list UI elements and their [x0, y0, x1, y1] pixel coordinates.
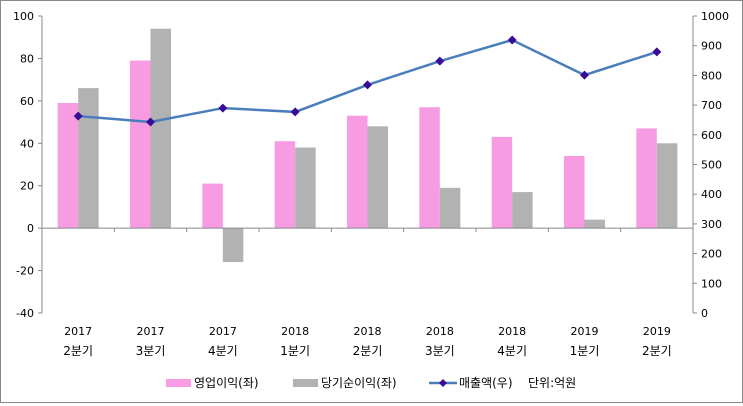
legend-label-net-profit: 당기순이익(좌)	[321, 376, 397, 390]
bar-net-profit	[584, 219, 605, 229]
x-axis-quarter-label: 2분기	[642, 344, 672, 358]
right-axis-tick-label: 1000	[701, 10, 729, 23]
bar-operating-profit	[347, 115, 368, 229]
sales-point-marker	[290, 107, 300, 117]
bar-operating-profit	[130, 60, 151, 229]
bar-net-profit	[439, 187, 461, 229]
x-axis-year-label: 2018	[498, 325, 526, 338]
right-axis-tick-label: 0	[701, 307, 708, 320]
bar-operating-profit	[202, 183, 223, 229]
sales-point-marker	[146, 117, 155, 127]
left-axis-tick-label: 40	[20, 137, 34, 150]
sales-point-marker	[580, 70, 589, 80]
right-axis-tick-label: 900	[701, 40, 722, 53]
right-axis-tick-label: 100	[701, 277, 722, 290]
left-axis-tick-label: -20	[16, 265, 34, 278]
x-axis-year-label: 2018	[354, 325, 382, 338]
x-axis-quarter-label: 3분기	[425, 344, 455, 358]
bar-operating-profit	[57, 102, 79, 229]
x-axis-year-label: 2019	[643, 325, 671, 338]
bar-operating-profit	[564, 156, 585, 229]
x-axis-quarter-label: 2분기	[353, 344, 383, 358]
x-axis-quarter-label: 4분기	[208, 344, 238, 358]
x-axis-year-label: 2019	[571, 325, 599, 338]
legend-swatch-operating-profit	[166, 379, 191, 387]
bar-operating-profit	[419, 107, 440, 229]
x-axis-year-label: 2017	[137, 325, 165, 338]
right-axis-tick-label: 800	[701, 69, 722, 82]
x-axis-year-label: 2017	[64, 325, 92, 338]
right-axis-tick-label: 400	[701, 188, 722, 201]
sales-point-marker	[652, 47, 662, 57]
bar-net-profit	[512, 192, 533, 229]
legend-label-operating-profit: 영업이익(좌)	[194, 376, 259, 390]
sales-point-marker	[507, 35, 517, 45]
bar-operating-profit	[274, 141, 296, 229]
x-axis-quarter-label: 4분기	[497, 344, 527, 358]
x-axis-quarter-label: 1분기	[570, 344, 600, 358]
x-axis-year-label: 2018	[426, 325, 454, 338]
bar-net-profit	[78, 88, 99, 229]
legend-swatch-net-profit	[293, 379, 318, 387]
bar-net-profit	[367, 126, 388, 229]
sales-point-marker	[435, 56, 445, 66]
left-axis-tick-label: 0	[27, 222, 34, 235]
left-axis-tick-label: 80	[20, 52, 34, 65]
bar-net-profit	[222, 228, 244, 263]
bar-net-profit	[656, 143, 678, 229]
sales-point-marker	[73, 111, 83, 121]
bar-operating-profit	[636, 128, 657, 229]
x-axis-year-label: 2018	[281, 325, 309, 338]
sales-point-marker	[363, 80, 372, 90]
bar-net-profit	[150, 28, 171, 229]
right-axis-tick-label: 700	[701, 99, 722, 112]
bar-operating-profit	[491, 136, 513, 229]
unit-note: 단위:억원	[528, 376, 576, 390]
legend-label-sales: 매출액(우)	[459, 376, 513, 390]
right-axis-tick-label: 500	[701, 159, 722, 172]
left-axis-tick-label: 60	[20, 95, 34, 108]
x-axis-quarter-label: 2분기	[63, 344, 93, 358]
right-axis-tick-label: 200	[701, 248, 722, 261]
bar-net-profit	[295, 147, 316, 229]
x-axis-quarter-label: 3분기	[136, 344, 166, 358]
sales-point-marker	[218, 103, 228, 113]
left-axis-tick-label: -40	[16, 307, 34, 320]
right-axis-tick-label: 600	[701, 129, 722, 142]
right-axis-tick-label: 300	[701, 218, 722, 231]
x-axis-year-label: 2017	[209, 325, 237, 338]
left-axis-tick-label: 20	[20, 180, 34, 193]
legend-swatch-sales-marker	[439, 379, 447, 387]
x-axis-quarter-label: 1분기	[280, 344, 310, 358]
left-axis-tick-label: 100	[13, 10, 34, 23]
